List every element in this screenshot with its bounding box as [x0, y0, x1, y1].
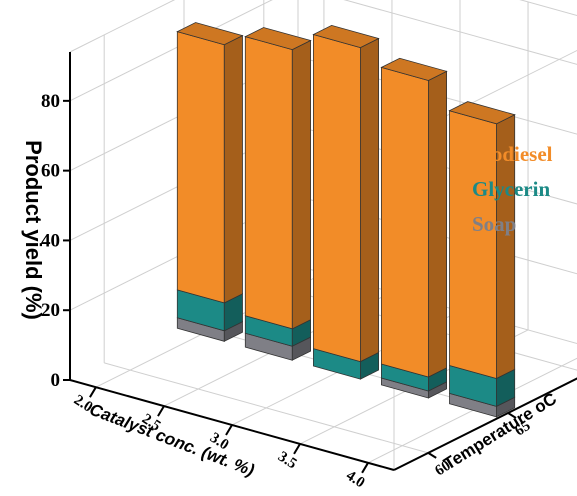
- z-tick-label: 80: [41, 91, 60, 112]
- bar-segment-biodiesel: [312, 33, 361, 363]
- legend-item-soap: Soap: [472, 212, 516, 236]
- x-axis-title: Catalyst conc. (wt. %): [87, 400, 257, 480]
- x-tick: [89, 386, 97, 398]
- legend-item-glycerin: Glycerin: [472, 177, 550, 201]
- legend-item-biodiesel: Biodiesel: [472, 142, 553, 166]
- legend: Biodiesel Glycerin Soap: [472, 142, 553, 236]
- bar-top: [244, 27, 312, 51]
- bar-segment-biodiesel: [176, 31, 225, 304]
- y-tick: [427, 452, 437, 459]
- z-tick-label: 60: [41, 161, 60, 182]
- z-axis-title: Product yield (%): [21, 140, 46, 320]
- z-tick-label: 0: [51, 370, 61, 391]
- grid-line-floor-y: [104, 362, 429, 454]
- back-top-edge: [519, 0, 577, 17]
- bar-layer: [176, 22, 516, 418]
- y-tick-label: 60: [432, 458, 453, 480]
- bar-top: [380, 57, 448, 81]
- bar-segment-side-biodiesel: [223, 34, 243, 304]
- left-top-edge: [69, 0, 176, 53]
- bar-top: [448, 101, 516, 125]
- bar-segment-biodiesel: [244, 36, 293, 330]
- z-tick-label: 40: [41, 230, 60, 251]
- z-tick-label: 20: [41, 300, 60, 321]
- bar-segment-side-biodiesel: [427, 70, 448, 378]
- y-tick: [507, 412, 517, 419]
- x-tick: [361, 462, 369, 474]
- x-tick: [225, 424, 233, 436]
- x-tick: [293, 443, 301, 455]
- y-tick-label: 65: [512, 418, 533, 440]
- bar-top: [312, 24, 380, 49]
- x-tick: [157, 405, 165, 417]
- bar-segment-side-biodiesel: [359, 37, 380, 363]
- bar-top: [176, 22, 244, 46]
- bar-segment-biodiesel: [380, 66, 429, 378]
- bar-segment-side-biodiesel: [291, 39, 312, 330]
